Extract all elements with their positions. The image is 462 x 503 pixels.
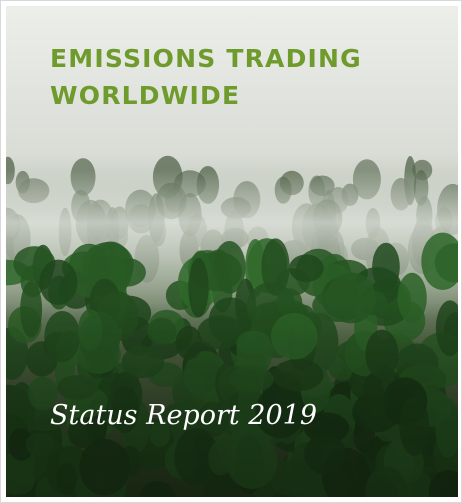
subtitle: Status Report 2019 <box>50 400 317 431</box>
tree-crown <box>421 233 462 290</box>
title-line: EMISSIONS TRADING <box>50 44 362 73</box>
tree-crown <box>289 254 324 282</box>
tree-crown <box>39 260 77 305</box>
shadow <box>6 300 458 497</box>
title-line: WORLDWIDE <box>50 81 240 110</box>
tree-crown <box>261 238 289 295</box>
cover: EMISSIONS TRADING WORLDWIDE Status Repor… <box>0 0 462 503</box>
page: {"cover": {"title_lines": ["EMISSIONS TR… <box>0 0 462 503</box>
